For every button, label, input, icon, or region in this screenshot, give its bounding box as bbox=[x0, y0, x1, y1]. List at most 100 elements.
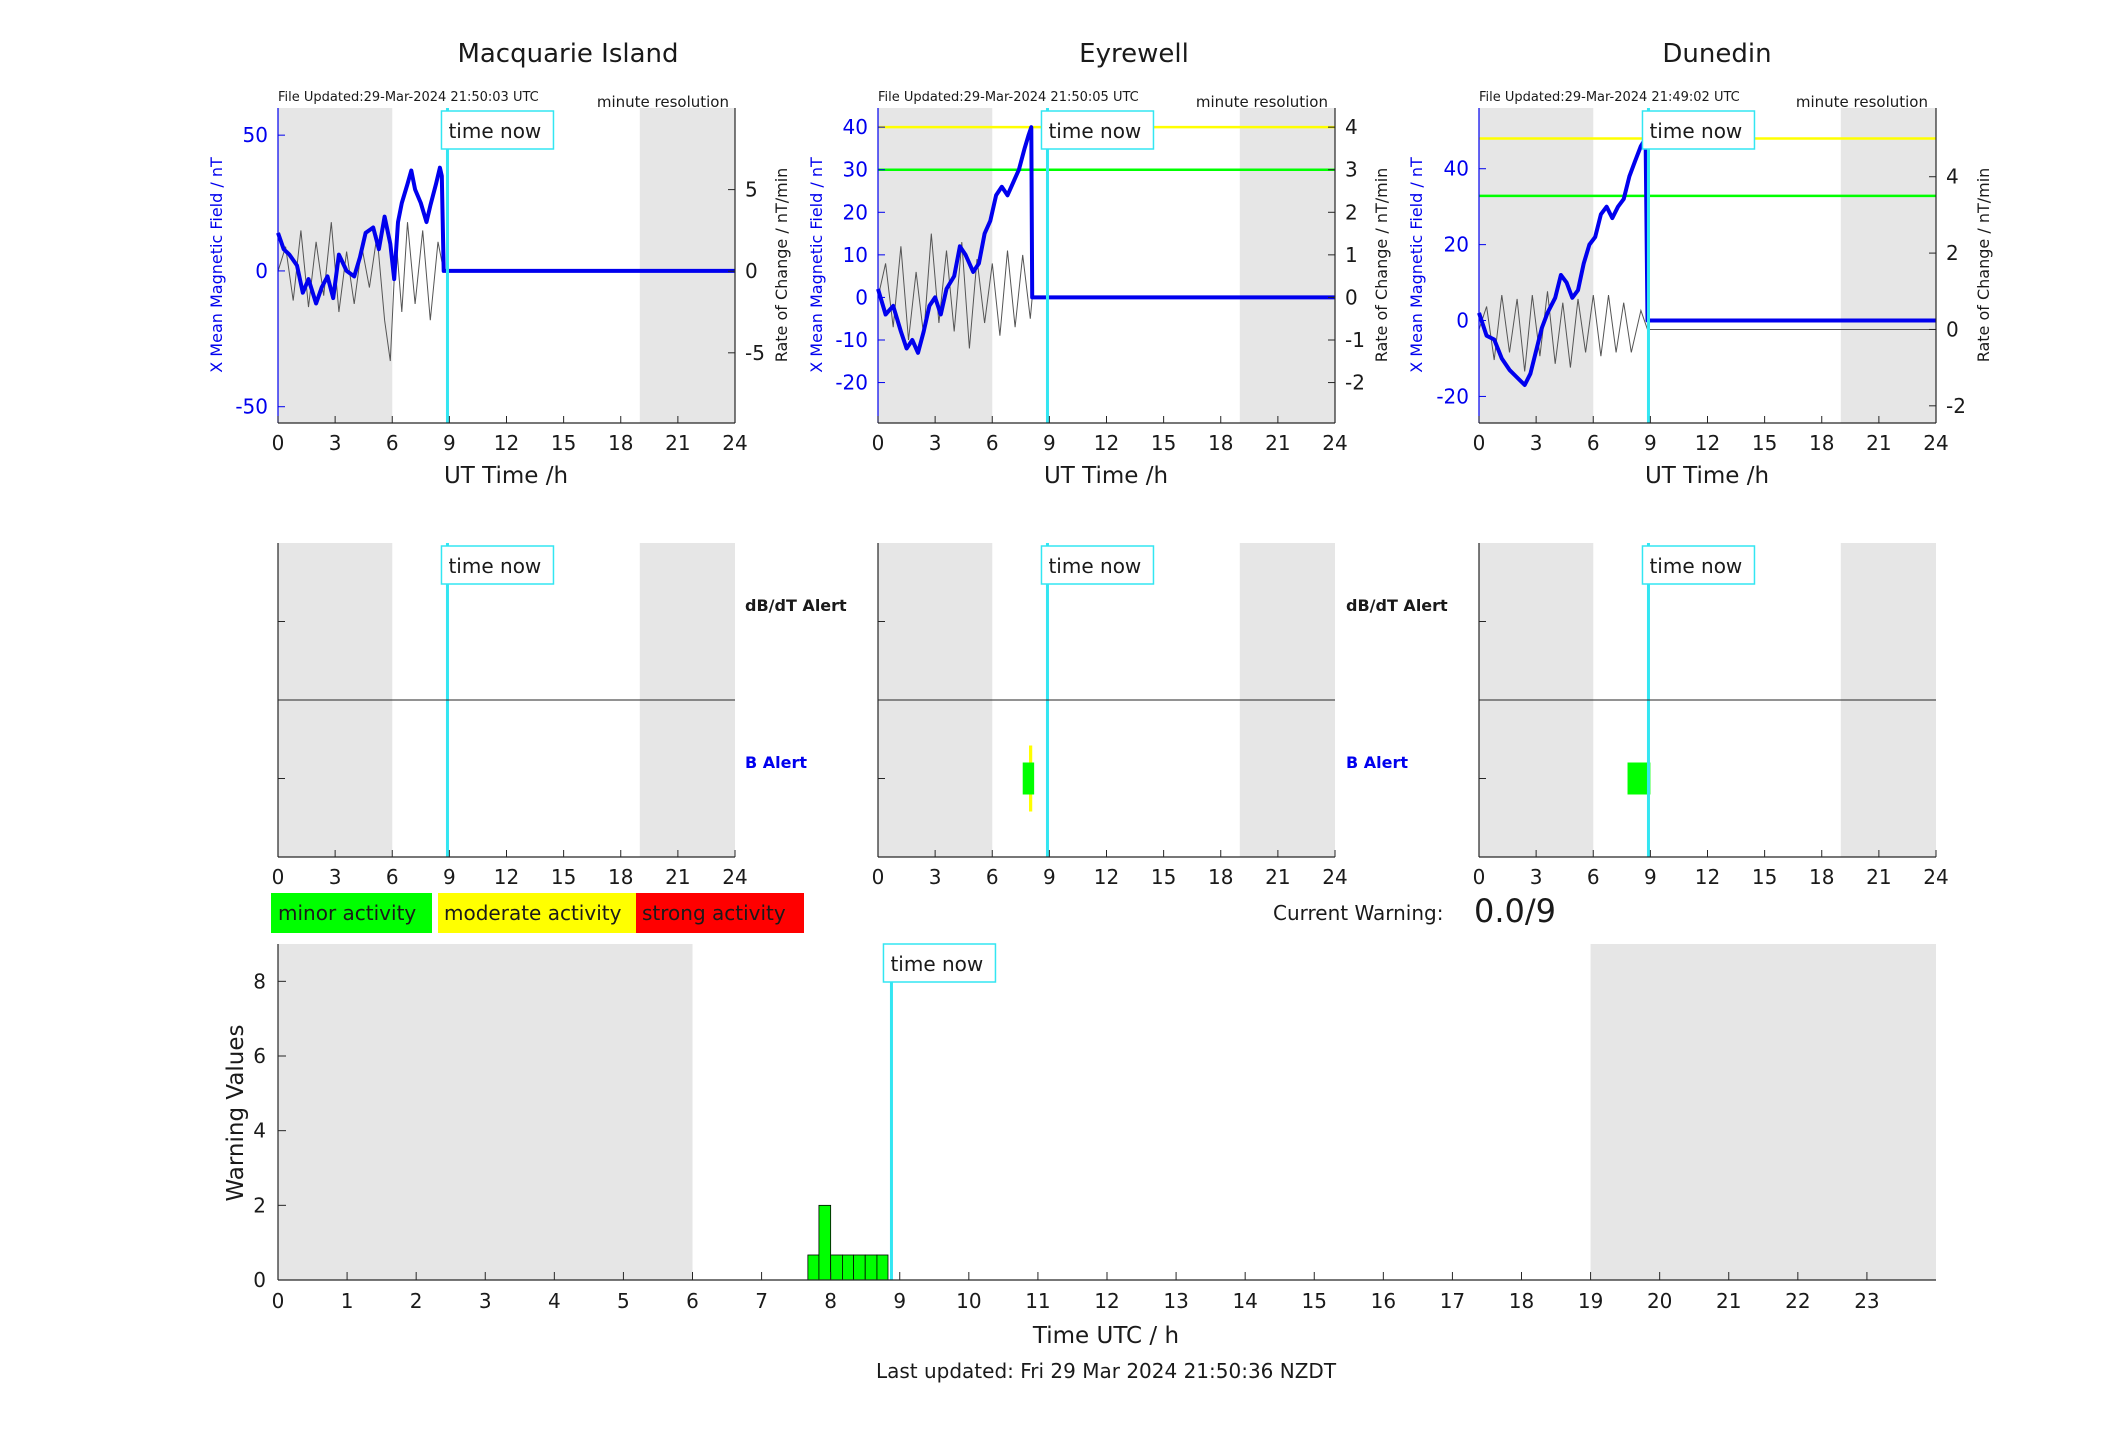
warning-y-tick-label-8: 8 bbox=[253, 969, 266, 993]
eyrewell-night-0 bbox=[878, 108, 993, 423]
warning-x-tick-label-5: 5 bbox=[617, 1289, 630, 1313]
dunedin-x-tick-label-6: 6 bbox=[1587, 431, 1600, 455]
macquarie-x-tick-label-6: 6 bbox=[386, 431, 399, 455]
title-dunedin: Dunedin bbox=[1662, 39, 1771, 69]
warning-bar-2 bbox=[830, 1254, 843, 1281]
dunedin-night-1 bbox=[1840, 108, 1936, 423]
alert_eyrewell-time-now-label: time now bbox=[1048, 554, 1141, 578]
eyrewell-x-tick-label-9: 9 bbox=[1043, 431, 1056, 455]
ylabel-dunedin: X Mean Magnetic Field / nT bbox=[1407, 157, 1426, 373]
alert_dunedin-time-now-label: time now bbox=[1649, 554, 1742, 578]
alert_dunedin-x-tick-label-9: 9 bbox=[1644, 865, 1657, 889]
alert_macquarie-x-tick-label-0: 0 bbox=[272, 865, 285, 889]
warning-x-tick-label-9: 9 bbox=[893, 1289, 906, 1313]
title-eyrewell: Eyrewell bbox=[1079, 39, 1189, 69]
macquarie-y-tick-label-0: 0 bbox=[255, 259, 268, 283]
last-updated: Last updated: Fri 29 Mar 2024 21:50:36 N… bbox=[876, 1359, 1337, 1383]
warning-x-tick-label-14: 14 bbox=[1232, 1289, 1257, 1313]
alert_dunedin-x-tick-label-21: 21 bbox=[1866, 865, 1891, 889]
macquarie-x-field-series bbox=[276, 165, 735, 306]
dbdt-alert-label-macquarie: dB/dT Alert bbox=[745, 596, 847, 615]
dunedin-y2-tick-label-4: 4 bbox=[1946, 165, 1959, 189]
warning-x-tick-label-19: 19 bbox=[1578, 1289, 1603, 1313]
eyrewell-x-tick-label-12: 12 bbox=[1094, 431, 1119, 455]
alert_dunedin-b-bar-0 bbox=[1627, 762, 1651, 795]
xlabel-dunedin: UT Time /h bbox=[1645, 463, 1769, 489]
dunedin-y-tick-label-40: 40 bbox=[1444, 157, 1469, 181]
title-macquarie: Macquarie Island bbox=[457, 39, 678, 69]
alert_dunedin-x-tick-label-6: 6 bbox=[1587, 865, 1600, 889]
eyrewell-x-tick-label-3: 3 bbox=[929, 431, 942, 455]
dunedin-y2-tick-label--2: -2 bbox=[1946, 394, 1966, 418]
ylabel-macquarie: X Mean Magnetic Field / nT bbox=[207, 157, 226, 373]
eyrewell-x-field-series bbox=[876, 125, 1335, 355]
eyrewell-y2-tick-label--1: -1 bbox=[1345, 328, 1365, 352]
eyrewell-x-tick-label-24: 24 bbox=[1322, 431, 1347, 455]
current-warning-label: Current Warning: bbox=[1273, 901, 1443, 925]
ylabel-warning: Warning Values bbox=[223, 1024, 249, 1201]
warning-x-tick-label-10: 10 bbox=[956, 1289, 981, 1313]
warning-night-1 bbox=[1590, 944, 1936, 1280]
dunedin-rate-series bbox=[1478, 291, 1936, 372]
warning-bar-3 bbox=[842, 1254, 854, 1281]
macquarie-y2-tick-label-5: 5 bbox=[745, 178, 758, 202]
warning-x-tick-label-23: 23 bbox=[1854, 1289, 1879, 1313]
eyrewell-y2-tick-label--2: -2 bbox=[1345, 371, 1365, 395]
eyrewell-x-tick-label-15: 15 bbox=[1151, 431, 1176, 455]
alert_eyrewell-x-tick-label-9: 9 bbox=[1043, 865, 1056, 889]
eyrewell-y-tick-label-40: 40 bbox=[843, 115, 868, 139]
alert_dunedin-x-tick-label-12: 12 bbox=[1695, 865, 1720, 889]
warning-bar-4 bbox=[853, 1254, 866, 1281]
macquarie-rate-series bbox=[277, 222, 735, 362]
legend-minor-swatch bbox=[271, 893, 432, 933]
alert_dunedin-time-now-box bbox=[1641, 545, 1756, 585]
dunedin-time-now-label: time now bbox=[1649, 119, 1742, 143]
alert_eyrewell-x-tick-label-15: 15 bbox=[1151, 865, 1176, 889]
warning-x-tick-label-21: 21 bbox=[1716, 1289, 1741, 1313]
eyrewell-x-tick-label-18: 18 bbox=[1208, 431, 1233, 455]
alert_eyrewell-x-tick-label-21: 21 bbox=[1265, 865, 1290, 889]
warning-bar-5 bbox=[864, 1254, 878, 1281]
alert_dunedin-x-tick-label-3: 3 bbox=[1530, 865, 1543, 889]
xlabel-eyrewell: UT Time /h bbox=[1044, 463, 1168, 489]
alert_eyrewell-x-tick-label-3: 3 bbox=[929, 865, 942, 889]
alert_macquarie-x-tick-label-18: 18 bbox=[608, 865, 633, 889]
warning-x-tick-label-18: 18 bbox=[1509, 1289, 1534, 1313]
warning-x-tick-label-0: 0 bbox=[272, 1289, 285, 1313]
eyrewell-x-tick-label-0: 0 bbox=[872, 431, 885, 455]
alert_eyrewell-x-tick-label-12: 12 bbox=[1094, 865, 1119, 889]
alert_dunedin-x-tick-label-0: 0 bbox=[1473, 865, 1486, 889]
eyrewell-x-tick-label-6: 6 bbox=[986, 431, 999, 455]
alert_eyrewell-x-tick-label-24: 24 bbox=[1322, 865, 1347, 889]
alert_eyrewell-x-tick-label-6: 6 bbox=[986, 865, 999, 889]
warning-x-tick-label-16: 16 bbox=[1371, 1289, 1396, 1313]
eyrewell-night-1 bbox=[1239, 108, 1335, 423]
warning-time-now-box bbox=[882, 943, 997, 983]
y2label-macquarie: Rate of Change / nT/min bbox=[772, 168, 791, 363]
alert_macquarie-x-tick-label-15: 15 bbox=[551, 865, 576, 889]
dunedin-x-tick-label-15: 15 bbox=[1752, 431, 1777, 455]
alert_eyrewell-x-tick-label-0: 0 bbox=[872, 865, 885, 889]
macquarie-x-tick-label-18: 18 bbox=[608, 431, 633, 455]
warning-x-tick-label-2: 2 bbox=[410, 1289, 423, 1313]
warning-x-tick-label-17: 17 bbox=[1440, 1289, 1465, 1313]
legend-minor-label: minor activity bbox=[278, 901, 416, 925]
eyrewell-rate-series bbox=[877, 233, 1335, 349]
macquarie-y-tick-label-50: 50 bbox=[243, 123, 268, 147]
eyrewell-x-tick-label-21: 21 bbox=[1265, 431, 1290, 455]
alert_macquarie-x-tick-label-3: 3 bbox=[329, 865, 342, 889]
eyrewell-y2-tick-label-0: 0 bbox=[1345, 285, 1358, 309]
dunedin-night-0 bbox=[1479, 108, 1594, 423]
alert_dunedin-x-tick-label-24: 24 bbox=[1923, 865, 1948, 889]
alert_dunedin-x-tick-label-18: 18 bbox=[1809, 865, 1834, 889]
y2label-eyrewell: Rate of Change / nT/min bbox=[1372, 168, 1391, 363]
macquarie-x-tick-label-3: 3 bbox=[329, 431, 342, 455]
dunedin-y-tick-label--20: -20 bbox=[1436, 384, 1469, 408]
alert_macquarie-x-tick-label-9: 9 bbox=[443, 865, 456, 889]
dunedin-y-tick-label-0: 0 bbox=[1456, 309, 1469, 333]
alert_macquarie-time-now-label: time now bbox=[448, 554, 541, 578]
xlabel-macquarie: UT Time /h bbox=[444, 463, 568, 489]
alert_macquarie-time-now-box bbox=[440, 545, 555, 585]
warning-x-tick-label-8: 8 bbox=[824, 1289, 837, 1313]
